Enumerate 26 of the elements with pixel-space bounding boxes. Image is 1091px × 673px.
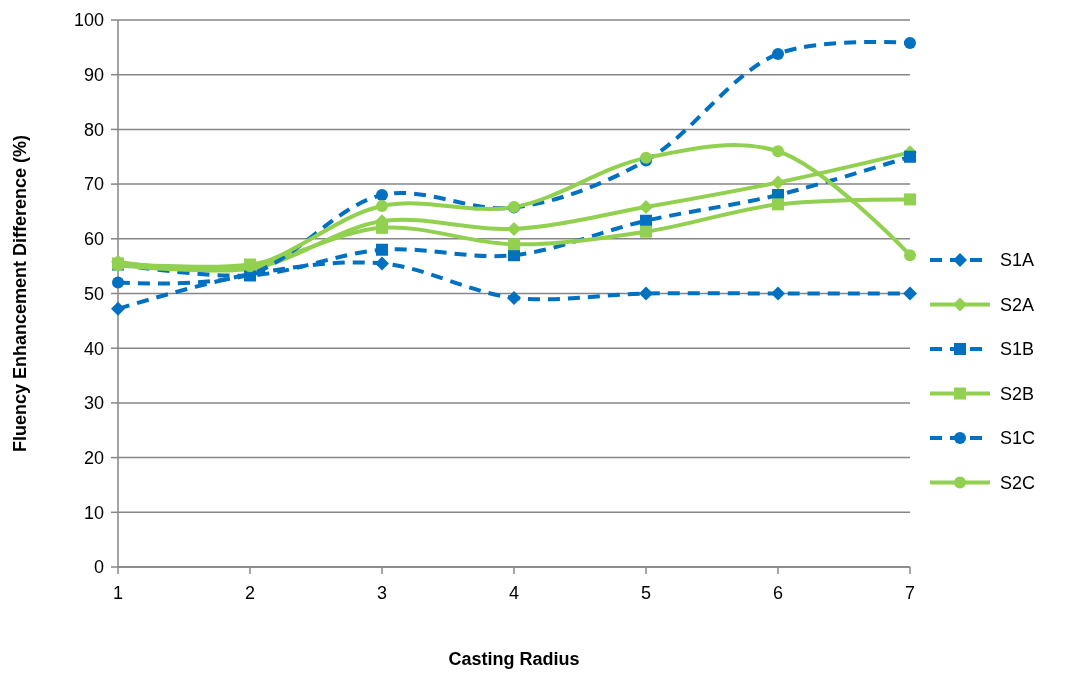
legend-label: S2C [1000,472,1036,493]
y-tick-label: 90 [83,65,104,85]
x-tick-label: 1 [112,583,124,603]
x-tick-label: 5 [640,583,652,603]
legend-label: S2A [1000,294,1035,315]
legend-label: S2B [1000,383,1035,404]
x-tick-label: 7 [904,583,916,603]
x-tick-label: 3 [376,583,388,603]
y-tick-label: 50 [83,283,104,304]
y-tick-label: 70 [83,174,104,195]
legend-label: S1C [1000,428,1036,449]
x-axis-title: Casting Radius [448,649,580,669]
legend-label: S1B [1000,339,1035,360]
y-tick-label: 10 [83,502,104,523]
y-tick-label: 60 [83,229,104,250]
x-tick-label: 2 [244,583,256,603]
legend-label: S1A [1000,250,1035,271]
y-tick-label: 30 [83,393,104,414]
x-tick-label: 4 [508,583,520,603]
y-tick-label: 100 [73,10,104,31]
x-tick-label: 6 [772,583,784,603]
y-tick-label: 20 [83,447,104,468]
y-tick-label: 0 [93,557,104,578]
y-tick-label: 40 [83,338,104,359]
y-tick-label: 80 [83,119,104,140]
y-axis-title: Fluency Enhancement Difference (%) [10,134,30,453]
